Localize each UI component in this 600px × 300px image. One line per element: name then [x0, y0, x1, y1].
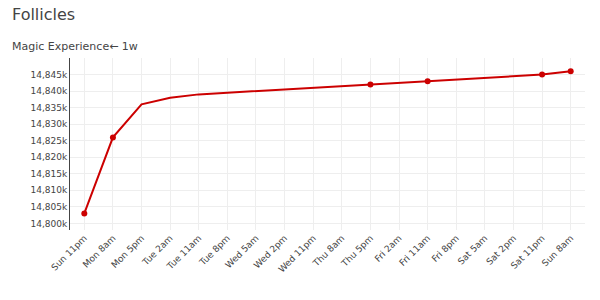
svg-text:14,820k: 14,820k	[30, 152, 67, 162]
svg-text:Tue 8pm: Tue 8pm	[197, 233, 232, 268]
svg-text:14,810k: 14,810k	[30, 185, 67, 195]
svg-text:Fri 2am: Fri 2am	[373, 233, 404, 264]
svg-text:14,800k: 14,800k	[30, 219, 67, 229]
svg-text:Sat 2pm: Sat 2pm	[484, 233, 518, 267]
svg-text:Fri 8pm: Fri 8pm	[430, 233, 461, 264]
svg-text:Mon 8am: Mon 8am	[81, 233, 118, 270]
svg-text:Tue 11am: Tue 11am	[164, 233, 203, 272]
svg-text:Thu 5pm: Thu 5pm	[339, 233, 375, 269]
svg-text:Fri 11am: Fri 11am	[397, 233, 432, 268]
svg-text:Sat 11pm: Sat 11pm	[509, 233, 547, 271]
svg-text:14,845k: 14,845k	[30, 70, 67, 80]
svg-text:Tue 2am: Tue 2am	[140, 233, 175, 268]
svg-text:Follicles: Follicles	[12, 5, 75, 24]
svg-text:Wed 11pm: Wed 11pm	[276, 233, 317, 274]
svg-text:Sat 5am: Sat 5am	[456, 233, 490, 267]
svg-text:Sun 11pm: Sun 11pm	[49, 233, 89, 273]
svg-text:14,805k: 14,805k	[30, 202, 67, 212]
svg-text:14,835k: 14,835k	[30, 103, 67, 113]
svg-text:14,840k: 14,840k	[30, 86, 67, 96]
svg-text:14,815k: 14,815k	[30, 169, 67, 179]
svg-text:Magic Experience← 1w: Magic Experience← 1w	[12, 40, 138, 53]
svg-text:Sun 8am: Sun 8am	[540, 233, 575, 268]
svg-text:Thu 8am: Thu 8am	[310, 233, 346, 269]
svg-text:14,830k: 14,830k	[30, 119, 67, 129]
svg-text:Wed 2pm: Wed 2pm	[252, 233, 289, 270]
svg-text:Wed 5am: Wed 5am	[223, 233, 260, 270]
svg-text:14,825k: 14,825k	[30, 136, 67, 146]
svg-text:Mon 5pm: Mon 5pm	[109, 233, 146, 270]
